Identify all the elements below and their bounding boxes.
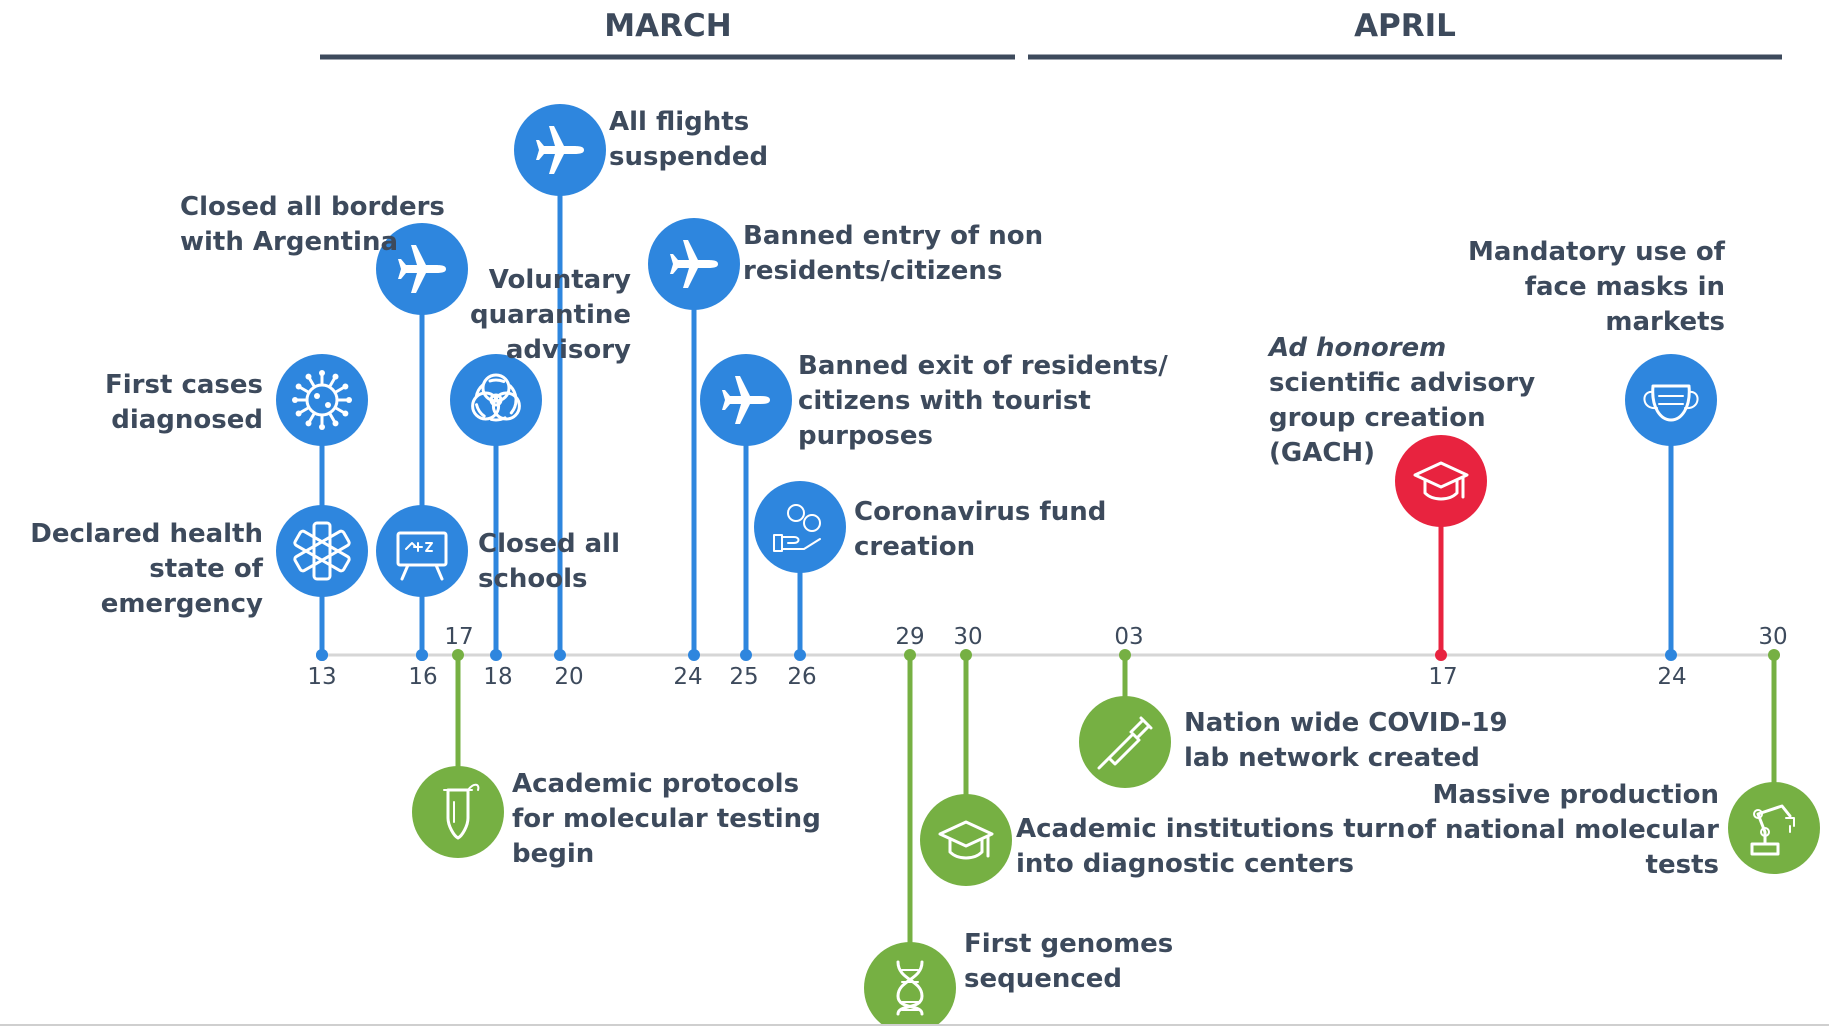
- dna-icon: [896, 960, 924, 1016]
- event-first-genomes: [864, 649, 956, 1026]
- event-advisory-group: [1395, 435, 1487, 661]
- event-dot: [452, 649, 464, 661]
- event-voluntary-quarantine: [450, 354, 542, 661]
- event-academic-institutions: [920, 649, 1012, 886]
- date-17-march: 17: [444, 624, 474, 650]
- test-tube-icon: [443, 783, 480, 840]
- event-label-voluntary-quarantine: Voluntary quarantine advisory: [469, 265, 631, 365]
- event-dot: [1665, 649, 1677, 661]
- date-17-april: 17: [1428, 664, 1458, 690]
- biohazard-icon: [471, 373, 521, 422]
- event-dot: [316, 649, 328, 661]
- airplane-icon: [398, 245, 446, 293]
- airplane-shape: [722, 376, 770, 424]
- event-flights-suspended: [514, 104, 606, 661]
- face-mask-icon: [1643, 384, 1699, 422]
- event-dot: [554, 649, 566, 661]
- event-label-massive-production: Massive production of national molecular…: [1406, 780, 1719, 880]
- date-26: 26: [787, 664, 817, 690]
- event-label-advisory-group: scientific advisory group creation (GACH…: [1269, 368, 1536, 468]
- event-label-banned-exit: Banned exit of residents/ citizens with …: [798, 351, 1168, 451]
- star-of-life-icon: [293, 521, 351, 581]
- virus-icon: [292, 370, 352, 430]
- date-16: 16: [408, 664, 438, 690]
- graduation-cap-icon: [1413, 461, 1469, 501]
- event-dot: [416, 649, 428, 661]
- event-massive-production: [1728, 649, 1820, 874]
- event-marker: [376, 505, 468, 597]
- event-label-lab-network: Nation wide COVID-19 lab network created: [1184, 708, 1508, 773]
- event-label-closed-borders: Closed all borders with Argentina: [180, 192, 445, 257]
- airplane-icon: [536, 126, 584, 174]
- event-dot: [904, 649, 916, 661]
- event-label-coronavirus-fund: Coronavirus fund creation: [854, 497, 1107, 562]
- event-dot: [960, 649, 972, 661]
- event-marker: [412, 766, 504, 858]
- airplane-icon: [722, 376, 770, 424]
- airplane-shape: [398, 245, 446, 293]
- money-hand-icon: [773, 504, 821, 552]
- date-25: 25: [729, 664, 759, 690]
- date-29: 29: [895, 624, 925, 650]
- event-marker: [1625, 354, 1717, 446]
- event-lab-network: [1079, 649, 1171, 788]
- month-march: MARCH: [604, 8, 732, 44]
- event-label-closed-schools: Closed all schools: [478, 529, 620, 594]
- event-face-masks: [1625, 354, 1717, 661]
- date-20: 20: [554, 664, 584, 690]
- robot-arm-icon: [1750, 804, 1795, 856]
- event-dot: [490, 649, 502, 661]
- event-banned-exit: [700, 354, 792, 661]
- pipette-icon: [1097, 716, 1153, 770]
- event-label-flights-suspended: All flights suspended: [609, 107, 769, 172]
- date-24-april: 24: [1657, 664, 1687, 690]
- event-label-first-genomes: First genomes sequenced: [964, 929, 1174, 994]
- event-marker: [920, 794, 1012, 886]
- event-label-advisory-group-em: Ad honorem: [1269, 333, 1447, 363]
- event-dot: [1435, 649, 1447, 661]
- event-dot: [794, 649, 806, 661]
- event-dot: [1768, 649, 1780, 661]
- date-30-april: 30: [1758, 624, 1788, 650]
- event-label-face-masks: Mandatory use of face masks in markets: [1467, 237, 1725, 337]
- graduation-cap-icon: [938, 820, 994, 860]
- date-30-march: 30: [953, 624, 983, 650]
- event-dot: [1119, 649, 1131, 661]
- event-marker: [1728, 782, 1820, 874]
- event-marker: [276, 505, 368, 597]
- date-13: 13: [307, 664, 337, 690]
- event-label-first-cases: First cases diagnosed: [105, 370, 263, 435]
- event-marker: [754, 481, 846, 573]
- event-label-health-emergency: Declared health state of emergency: [30, 519, 263, 619]
- airplane-icon: [670, 240, 718, 288]
- event-dot: [688, 649, 700, 661]
- event-banned-entry: [648, 218, 740, 661]
- date-03: 03: [1114, 624, 1144, 650]
- event-label-banned-entry: Banned entry of non residents/citizens: [743, 221, 1044, 286]
- airplane-shape: [536, 126, 584, 174]
- airplane-shape: [670, 240, 718, 288]
- event-health-emergency: [276, 505, 368, 661]
- event-marker: [276, 354, 368, 446]
- event-label-academic-protocols: Academic protocols for molecular testing…: [512, 769, 821, 869]
- date-24-march: 24: [673, 664, 703, 690]
- event-marker: [1395, 435, 1487, 527]
- blackboard-icon: [396, 531, 448, 581]
- event-academic-protocols: [412, 649, 504, 858]
- date-18: 18: [483, 664, 513, 690]
- event-dot: [740, 649, 752, 661]
- bottom-border: [0, 1024, 1829, 1026]
- event-closed-schools: [376, 505, 468, 661]
- event-label-academic-institutions: Academic institutions turn into diagnost…: [1016, 814, 1406, 879]
- event-marker: [864, 942, 956, 1026]
- event-coronavirus-fund: [754, 481, 846, 661]
- month-april: APRIL: [1354, 8, 1456, 44]
